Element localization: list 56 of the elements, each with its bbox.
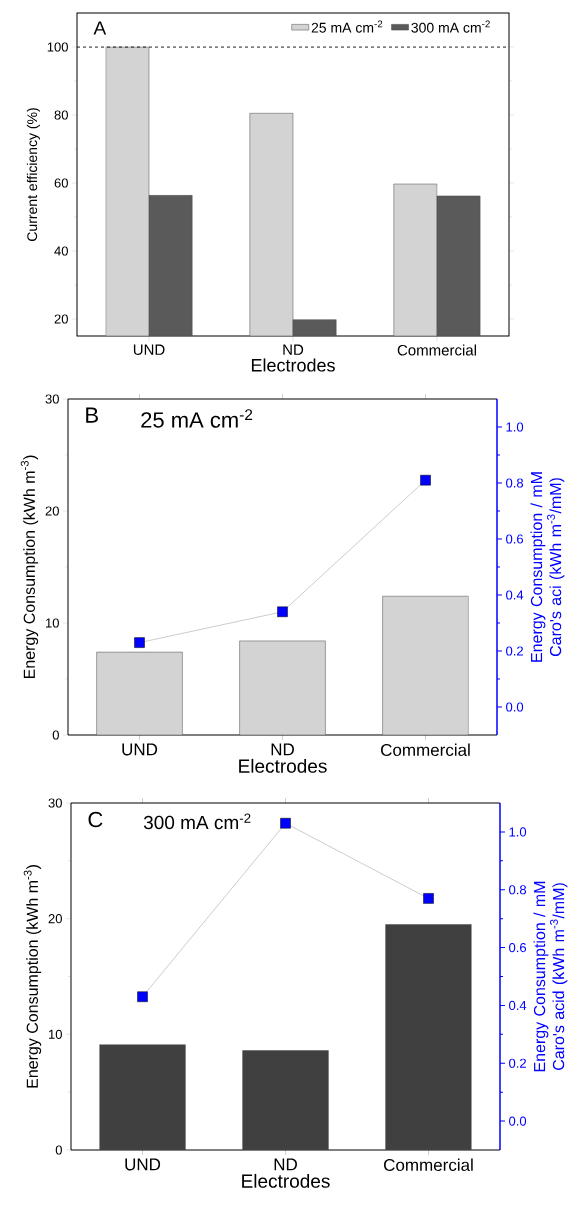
annotation: 25 mA cm$^{-2}$ <box>141 409 253 428</box>
y2-tick-label: 0.2 <box>509 1058 526 1068</box>
annotation: B <box>86 407 98 423</box>
legend-label: 300 mA cm$^{-2}$ <box>411 20 490 33</box>
y-tick-label: 10 <box>45 618 59 628</box>
y-axis-title: Energy Consumption (kWh m$^{-3}$) <box>20 455 39 679</box>
point <box>420 474 431 486</box>
legend-label: 25 mA cm$^{-2}$ <box>311 20 383 33</box>
point <box>134 637 145 648</box>
x-tick-label: UND <box>133 344 165 355</box>
y2-tick-label: 0.2 <box>506 646 523 656</box>
bar <box>96 651 183 735</box>
y-tick-label: 20 <box>45 506 59 516</box>
x-tick-label: Commercial <box>384 1158 473 1172</box>
y2-tick-label: 0.6 <box>509 942 527 953</box>
x-axis-title: Electrodes <box>242 1173 330 1188</box>
x-tick-label: ND <box>271 743 294 756</box>
annotation: A <box>93 21 107 35</box>
point <box>277 606 288 618</box>
point <box>137 991 148 1002</box>
y-axis-title: Current efficiency (%) <box>26 108 40 241</box>
y-tick-label: 80 <box>54 110 68 120</box>
annotation: 300 mA cm$^{-2}$ <box>143 813 251 830</box>
x-axis-title: Electrodes <box>251 358 335 372</box>
y2-tick-label: 0.8 <box>509 885 527 895</box>
bar <box>239 640 326 735</box>
y-tick-label: 30 <box>48 798 62 808</box>
y-tick-label: 20 <box>54 314 68 324</box>
x-tick-label: UND <box>122 743 158 756</box>
y2-tick-label: 0.4 <box>509 1000 527 1011</box>
point <box>280 817 291 829</box>
point <box>423 893 434 904</box>
y2-tick-label: 0.0 <box>506 702 524 712</box>
x-axis-title: Electrodes <box>239 758 327 773</box>
y-tick-label: 0 <box>52 730 59 740</box>
y-tick-label: 30 <box>45 394 59 404</box>
x-tick-label: ND <box>274 1158 297 1171</box>
y-tick-label: 60 <box>54 178 68 188</box>
bar <box>382 595 469 735</box>
annotation: C <box>88 811 103 828</box>
y2-tick-label: 0.0 <box>509 1116 527 1126</box>
y2-tick-label: 1.0 <box>509 827 527 837</box>
y2-tick-label: 0.6 <box>506 534 524 544</box>
y-tick-label: 0 <box>55 1145 62 1155</box>
y2-tick-label: 0.4 <box>506 590 524 600</box>
y-tick-label: 100 <box>47 42 68 52</box>
x-tick-label: UND <box>125 1158 161 1171</box>
y2-tick-label: 0.8 <box>506 478 524 488</box>
x-tick-label: Commercial <box>397 344 476 356</box>
y-axis-title: Energy Consumption (kWh m$^{-3}$) <box>23 865 42 1088</box>
x-tick-label: ND <box>283 344 304 355</box>
y-tick-label: 10 <box>48 1029 62 1039</box>
y-tick-label: 40 <box>54 246 68 256</box>
x-tick-label: Commercial <box>381 743 470 757</box>
y-tick-label: 20 <box>48 914 62 924</box>
y2-tick-label: 1.0 <box>506 422 524 432</box>
